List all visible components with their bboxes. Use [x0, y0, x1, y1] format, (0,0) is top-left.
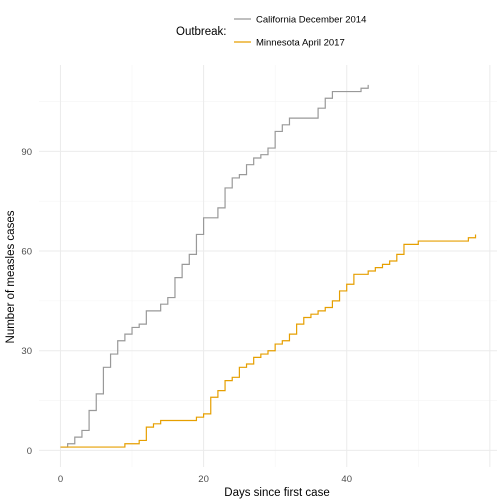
legend: Outbreak: California December 2014 Minne…: [176, 15, 366, 49]
series-layer: [60, 85, 475, 447]
series-line-0: [60, 85, 368, 447]
x-tick-label: 0: [58, 474, 63, 485]
grid: [39, 65, 497, 467]
y-axis-title: Number of measles cases: [5, 210, 17, 343]
x-axis-title: Days since first case: [224, 487, 329, 499]
x-axis: 0 20 40: [58, 474, 352, 485]
y-tick-label: 90: [21, 147, 32, 158]
y-tick-label: 60: [21, 247, 32, 258]
y-axis: 0 30 60 90: [21, 147, 32, 457]
x-tick-label: 40: [341, 474, 352, 485]
legend-title: Outbreak:: [176, 26, 227, 38]
legend-label-minnesota: Minnesota April 2017: [256, 38, 345, 49]
legend-label-california: California December 2014: [256, 15, 366, 26]
y-tick-label: 0: [27, 446, 32, 457]
x-tick-label: 20: [198, 474, 209, 485]
y-tick-label: 30: [21, 346, 32, 357]
